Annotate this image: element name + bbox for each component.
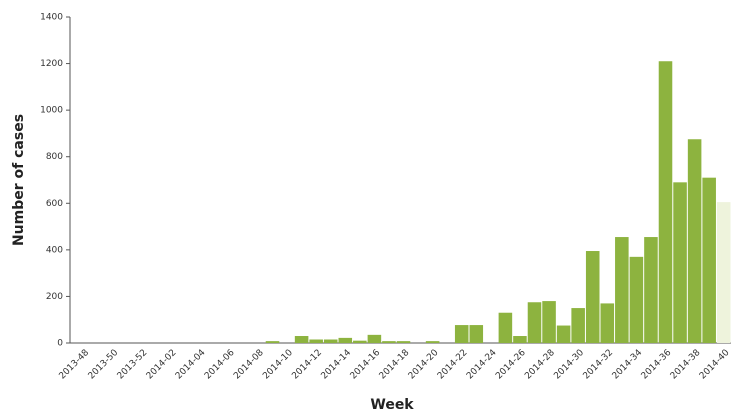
- y-tick-label: 1400: [40, 13, 63, 23]
- y-tick-label: 400: [46, 245, 63, 255]
- bar: [265, 341, 280, 343]
- bar: [687, 139, 702, 343]
- x-tick-label: 2014-06: [203, 348, 237, 382]
- bar: [294, 336, 309, 343]
- bar: [673, 182, 687, 343]
- bar: [585, 251, 600, 343]
- x-tick-label: 2014-20: [407, 348, 441, 382]
- y-tick-label: 600: [46, 199, 63, 209]
- bar: [353, 340, 367, 343]
- y-tick-label: 800: [46, 152, 63, 162]
- x-tick-label: 2013-50: [87, 348, 121, 382]
- x-tick-label: 2014-38: [669, 348, 703, 382]
- bar: [513, 336, 527, 343]
- x-tick-label: 2014-36: [640, 348, 674, 382]
- bar: [367, 334, 382, 343]
- x-tick-label: 2014-16: [349, 348, 383, 382]
- y-tick-label: 1200: [40, 59, 63, 69]
- y-axis-title: Number of cases: [11, 114, 27, 246]
- x-tick-label: 2014-22: [436, 348, 470, 382]
- bar: [600, 303, 615, 343]
- x-tick-label: 2014-34: [611, 348, 645, 382]
- x-tick-label: 2014-04: [174, 348, 208, 382]
- bar: [658, 61, 673, 343]
- x-tick-label: 2014-40: [698, 348, 731, 382]
- x-tick-label: 2013-48: [58, 348, 92, 382]
- x-tick-label: 2014-08: [232, 348, 266, 382]
- bar: [629, 256, 644, 343]
- x-tick-label: 2014-10: [261, 348, 295, 382]
- x-tick-label: 2014-30: [552, 348, 586, 382]
- bar: [498, 312, 513, 343]
- bar: [309, 339, 323, 343]
- bar: [469, 325, 484, 343]
- bar: [396, 341, 411, 343]
- bar: [556, 325, 571, 343]
- bar: [382, 341, 396, 343]
- bar: [702, 177, 716, 343]
- x-tick-label: 2014-14: [320, 348, 354, 382]
- bar: [425, 341, 440, 343]
- bar: [716, 202, 731, 343]
- x-tick-label: 2014-12: [290, 348, 324, 382]
- x-tick-label: 2014-26: [494, 348, 528, 382]
- bar: [542, 301, 556, 343]
- bar: [454, 325, 469, 343]
- y-tick-label: 1000: [40, 106, 63, 116]
- y-tick-label: 200: [46, 292, 63, 302]
- bar: [615, 237, 629, 343]
- x-tick-label: 2014-28: [523, 348, 557, 382]
- bar: [527, 302, 542, 343]
- x-tick-label: 2014-02: [145, 348, 179, 382]
- y-tick-label: 0: [57, 339, 63, 349]
- bar: [571, 308, 585, 343]
- x-axis-title: Week: [370, 397, 414, 413]
- bar: [338, 337, 353, 343]
- x-tick-label: 2014-32: [582, 348, 616, 382]
- x-tick-label: 2014-24: [465, 348, 499, 382]
- x-tick-label: 2013-52: [116, 348, 150, 382]
- x-tick-label: 2014-18: [378, 348, 412, 382]
- bar: [644, 237, 658, 343]
- bar: [323, 339, 338, 343]
